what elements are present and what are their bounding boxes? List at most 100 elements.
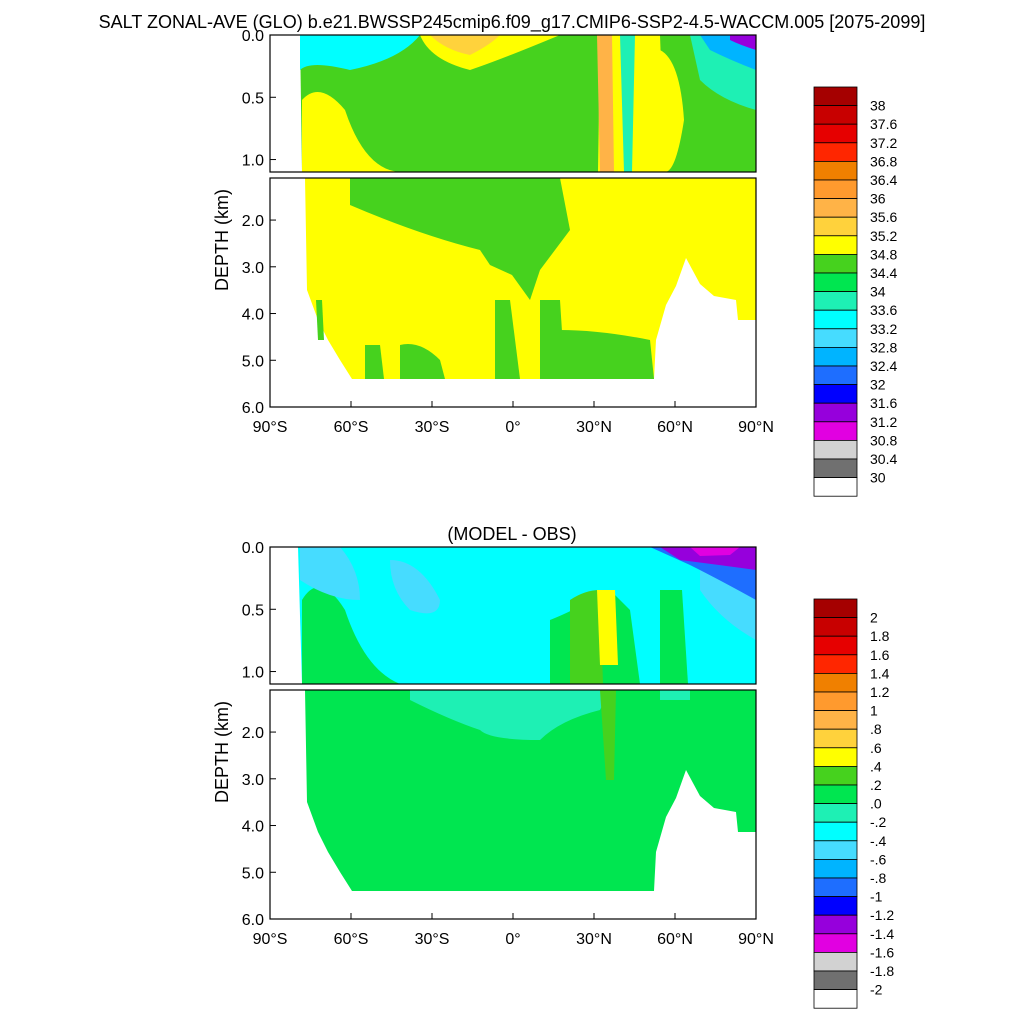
colorbar-swatch — [813, 821, 858, 842]
colorbar-label: 1.2 — [870, 684, 890, 700]
x-tick-label: 60°N — [657, 419, 693, 436]
colorbar-label: 32.4 — [870, 358, 897, 374]
colorbar-label: 1.6 — [870, 647, 890, 663]
y-tick-label: 3.0 — [242, 260, 264, 277]
colorbar-label: 32.8 — [870, 339, 897, 355]
x-tick-label: 90°S — [253, 419, 288, 436]
colorbar-swatch — [813, 728, 858, 749]
field-region — [600, 690, 616, 780]
colorbar-swatch — [813, 198, 858, 218]
x-tick-label: 0° — [505, 419, 520, 436]
colorbar-swatch — [813, 86, 858, 107]
colorbar-swatch — [813, 840, 858, 860]
colorbar-swatch — [813, 877, 858, 898]
field-region — [560, 330, 654, 379]
field-region — [730, 35, 756, 50]
colorbar-label: -1.6 — [870, 944, 894, 960]
colorbar-label: 35.2 — [870, 228, 897, 244]
colorbar-swatch — [813, 160, 858, 181]
colorbar-swatch — [813, 710, 858, 730]
field-region — [660, 50, 684, 172]
field-region — [350, 178, 570, 300]
colorbar-swatch — [813, 896, 858, 916]
y-tick-label: 4.0 — [242, 307, 264, 324]
y-tick-label: 0.0 — [242, 28, 264, 45]
y-tick-label: 1.0 — [242, 665, 264, 682]
colorbar-swatch — [813, 952, 858, 972]
field-region — [365, 345, 384, 379]
colorbar-swatch — [813, 309, 858, 330]
colorbar-label: -.4 — [870, 833, 887, 849]
colorbar-label: .0 — [870, 796, 882, 812]
y-tick-label: 2.0 — [242, 213, 264, 230]
colorbar-label: -1.2 — [870, 907, 894, 923]
colorbar-label: -.6 — [870, 851, 887, 867]
colorbar-swatch — [813, 477, 858, 497]
panel1-lower-plot — [269, 177, 757, 408]
panel-model-minus-obs: (MODEL - OBS) DEPTH (km) 0.0 0.5 1 — [212, 524, 894, 1009]
panel-frame — [269, 34, 757, 173]
field-region — [410, 690, 610, 740]
field-region — [400, 344, 445, 379]
colorbar-swatch — [813, 253, 858, 274]
field-region — [660, 690, 690, 700]
y-tick-label: 1.0 — [242, 153, 264, 170]
panel1-upper-plot — [269, 34, 757, 173]
colorbar-label: 30.4 — [870, 451, 897, 467]
colorbar-swatch — [813, 365, 858, 386]
field-region — [690, 547, 740, 556]
field-region — [597, 35, 614, 172]
colorbar-label: -.8 — [870, 870, 887, 886]
field-region — [620, 35, 635, 172]
colorbar-label: 36.8 — [870, 153, 897, 169]
colorbar-label: -1.4 — [870, 926, 894, 942]
colorbar-swatch — [813, 439, 858, 460]
y-tick-label: 5.0 — [242, 353, 264, 370]
colorbar-swatch — [813, 235, 858, 255]
colorbar-swatch — [813, 598, 858, 619]
colorbar-label: 2 — [870, 610, 878, 626]
y-tick-label: 0.5 — [242, 602, 264, 619]
panel-salinity: DEPTH (km) 0.0 0.5 1.0 2.0 3.0 4.0 5.0 6.0 90°S… — [212, 28, 897, 497]
y-axis-label: DEPTH (km) — [212, 189, 232, 291]
colorbar-swatch — [813, 421, 858, 441]
field-region — [430, 35, 500, 55]
x-ticks: 90°S 60°S 30°S 0° 30°N 60°N 90°N — [253, 913, 774, 948]
colorbar-swatch — [813, 970, 858, 991]
colorbar-swatch — [813, 617, 858, 637]
field-region — [305, 690, 756, 891]
field-region — [597, 590, 618, 665]
colorbar-label: 37.2 — [870, 135, 897, 151]
field-region — [495, 300, 520, 379]
colorbar-swatch — [813, 784, 858, 805]
colorbar-swatch — [813, 123, 858, 144]
colorbar-label: 37.6 — [870, 116, 897, 132]
colorbar-swatch — [813, 328, 858, 348]
field-region — [302, 92, 400, 172]
colorbar-swatch — [813, 216, 858, 237]
colorbar-label: -1 — [870, 889, 883, 905]
colorbar-label: .4 — [870, 758, 882, 774]
x-tick-label: 30°S — [415, 419, 450, 436]
colorbar-label: 34.8 — [870, 246, 897, 262]
field-region — [540, 300, 565, 379]
y-ticks: 0.0 0.5 1.0 2.0 3.0 4.0 5.0 6.0 — [242, 540, 276, 929]
colorbar-swatch — [813, 803, 858, 823]
y-tick-label: 6.0 — [242, 912, 264, 929]
x-tick-label: 60°S — [334, 931, 369, 948]
colorbar-label: 36.4 — [870, 172, 897, 188]
x-tick-label: 30°N — [576, 931, 612, 948]
field-region — [570, 590, 603, 684]
colorbar-label: 32 — [870, 377, 886, 393]
colorbar-swatch — [813, 654, 858, 674]
x-tick-label: 30°N — [576, 419, 612, 436]
x-tick-label: 90°S — [253, 931, 288, 948]
panel2-lower-plot — [269, 689, 757, 920]
y-ticks: 0.0 0.5 1.0 2.0 3.0 4.0 5.0 6.0 — [242, 28, 276, 417]
colorbar-swatch — [813, 859, 858, 879]
colorbar-swatch — [813, 458, 858, 479]
x-tick-label: 60°N — [657, 931, 693, 948]
colorbar-swatch — [813, 673, 858, 693]
x-tick-label: 0° — [505, 931, 520, 948]
